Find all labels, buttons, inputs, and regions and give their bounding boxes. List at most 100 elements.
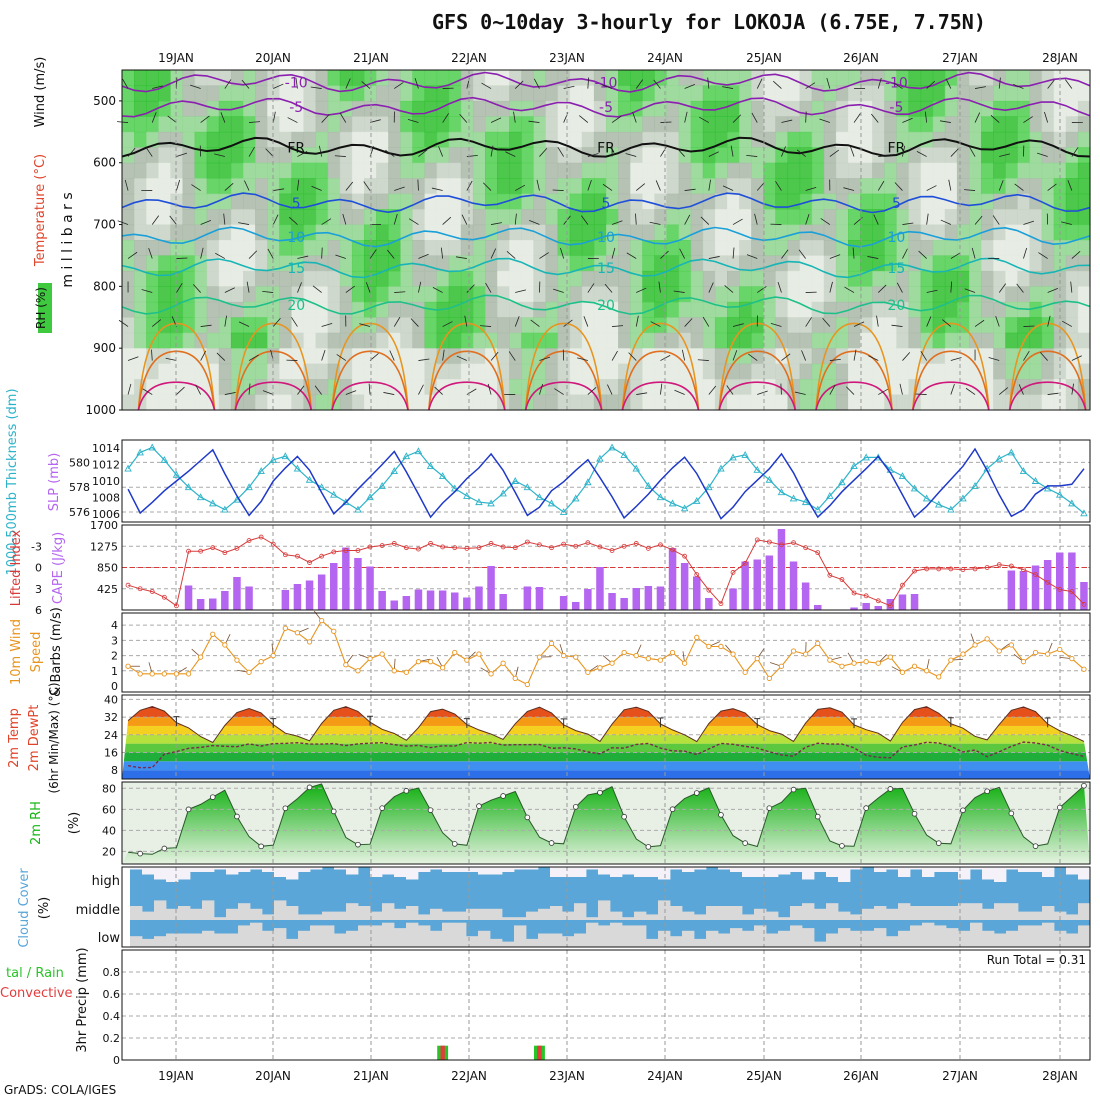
wind-barb [684, 188, 696, 191]
rh-cell [557, 286, 571, 303]
isotherm-label: FR [597, 140, 615, 156]
rh-cell [509, 147, 522, 164]
rh-cell [436, 224, 450, 241]
rh-cell [291, 85, 305, 102]
rh-cell [581, 224, 595, 241]
cape-bar [378, 591, 386, 610]
wind-barb [1037, 152, 1048, 157]
cape-bar [1055, 552, 1064, 610]
rh-cell [787, 178, 801, 195]
rh-cell [315, 363, 329, 380]
rh-cell [799, 162, 813, 179]
rh-cell [400, 178, 413, 195]
thickness-point [1043, 484, 1052, 492]
wind-barb [805, 111, 807, 123]
thickness-point [208, 499, 217, 507]
wind-barb [853, 349, 857, 361]
wind-barb [684, 111, 688, 123]
rh-cell [666, 162, 680, 179]
rh-cell [956, 209, 970, 226]
rh-cell [1017, 178, 1031, 195]
li-point [984, 565, 990, 570]
boundary-isotherm [621, 322, 700, 411]
li-axis-label: Lifted Index [9, 529, 24, 606]
rh-cell [424, 209, 438, 226]
rh-cell [485, 100, 498, 117]
wind10m-point [1069, 655, 1075, 662]
li-point [125, 582, 131, 588]
wind-barb [321, 322, 333, 327]
wind-barb [805, 317, 812, 327]
rh-cell [545, 270, 559, 287]
rh-cell [751, 100, 764, 117]
cloud-cell-high [226, 867, 239, 875]
rh-cell [823, 301, 837, 318]
rh-cell [872, 70, 885, 87]
rh-cell [884, 270, 897, 287]
wind10m-point [524, 681, 530, 688]
rh-cell [279, 379, 292, 396]
rh-cell [606, 162, 619, 179]
thickness-point [1007, 448, 1016, 456]
thickness-point [632, 464, 641, 472]
wind-barb [829, 384, 836, 395]
wind-barb [775, 181, 782, 191]
rh-point [306, 784, 313, 791]
rh-cell [727, 394, 740, 411]
wind-barb [272, 111, 276, 123]
cloud-cell-middle [142, 911, 155, 920]
rh-cell [848, 85, 861, 102]
rh-cell [860, 131, 873, 148]
rh-cell [351, 363, 365, 380]
rh-cell [702, 85, 716, 102]
wind-barb [942, 319, 952, 327]
rh-cell [1077, 348, 1091, 365]
wind-barb [1014, 183, 1024, 191]
cape-bar [342, 547, 350, 610]
rh-cell [460, 178, 474, 195]
rh-cell [194, 85, 208, 102]
wind-barb [801, 350, 807, 361]
cloud-cell-middle [586, 917, 599, 920]
rh-cell [376, 224, 389, 241]
wind-barb [974, 215, 983, 225]
rh-cell [1017, 193, 1031, 210]
rh-cell [303, 332, 317, 349]
rh-cell [327, 286, 341, 303]
rh-cell [485, 240, 498, 257]
wind-barb [262, 290, 274, 293]
rh-cell [956, 116, 970, 133]
rh-cell [472, 162, 486, 179]
wind10m-point [1081, 666, 1087, 672]
rh-cell [932, 193, 946, 210]
cloud-cell-middle [562, 911, 575, 920]
rh-cell [436, 209, 450, 226]
rh-cell [1017, 255, 1031, 272]
thickness-point [862, 453, 870, 461]
rh-cell [412, 332, 426, 349]
rh-cell [896, 178, 910, 195]
rh-cell [376, 131, 389, 148]
rh-cell [1065, 240, 1079, 257]
rh-cell [376, 85, 389, 102]
rh-cell [835, 70, 849, 87]
rh-cell [618, 332, 631, 349]
cloud-cell-middle [202, 900, 215, 920]
rh-cell [799, 209, 813, 226]
rh-cell [230, 240, 244, 257]
wind-barb [649, 221, 661, 225]
rh-cell [122, 348, 135, 365]
rh-cell [799, 131, 813, 148]
rh-cell [267, 240, 280, 257]
cloud-cell-low [262, 930, 275, 947]
wind-barb [1023, 351, 1030, 361]
rh-cell [763, 100, 776, 117]
wind-barb [359, 323, 371, 327]
cape-bar [487, 566, 495, 610]
wind-barb [118, 319, 129, 327]
rh-cell [485, 131, 498, 148]
rh-cell [642, 147, 655, 164]
rh-cell [702, 332, 716, 349]
rh-cell [376, 162, 389, 179]
rh-cell [666, 379, 680, 396]
